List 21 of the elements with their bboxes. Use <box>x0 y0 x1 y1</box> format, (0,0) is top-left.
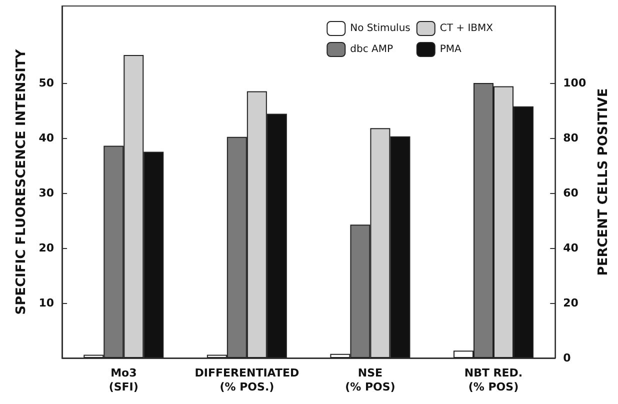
legend-label: PMA <box>440 44 462 55</box>
y2-tick-label: 80 <box>563 132 579 144</box>
y-tick-label: 40 <box>38 132 54 144</box>
x-tick-label: NBT RED. (% POS) <box>464 366 523 394</box>
y-tick-label: 30 <box>38 186 54 200</box>
y2-tick-label: 20 <box>563 296 579 310</box>
y2-tick-label: 60 <box>563 186 579 200</box>
legend-label: dbc AMP <box>350 44 394 55</box>
y2-axis-title: PERCENT CELLS POSITIVE <box>596 88 611 276</box>
x-tick-label: DIFFERENTIATED (% POS.) <box>194 366 300 394</box>
legend-label: CT + IBMX <box>440 23 494 34</box>
y-axis-title: SPECIFIC FLUORESCENCE INTENSITY <box>14 48 29 315</box>
y-tick-label: 20 <box>38 242 54 254</box>
x-tick-label: Mo3 (SFI) <box>108 366 138 394</box>
legend-label: No Stimulus <box>350 23 410 34</box>
y2-tick-label: 40 <box>563 242 579 254</box>
y-tick-label: 10 <box>38 296 54 310</box>
y-tick-label: 50 <box>38 76 54 90</box>
y2-tick-label: 0 <box>563 352 572 364</box>
y2-tick-label: 100 <box>563 76 586 90</box>
x-tick-label: NSE (% POS) <box>345 366 396 394</box>
